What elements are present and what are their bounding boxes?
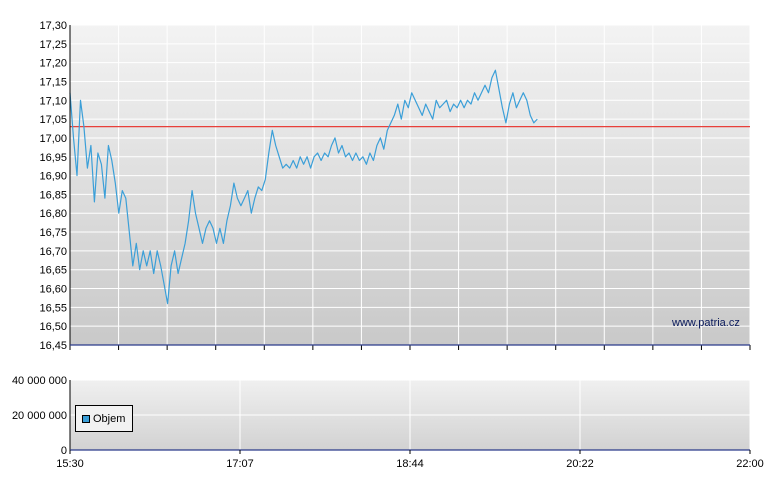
price-y-tick-label: 17,10 (39, 95, 67, 107)
price-y-tick-label: 17,30 (39, 20, 67, 32)
price-panel: 17,30 17,25 17,20 17,15 17,10 17,05 17,00 16,95… (39, 20, 751, 352)
price-y-tick-label: 16,45 (39, 340, 67, 352)
volume-legend: Objem (75, 405, 133, 432)
watermark: www.patria.cz (672, 317, 740, 329)
price-y-tick-label: 17,00 (39, 133, 67, 145)
x-tick-label: 15:30 (56, 458, 84, 470)
volume-y-tick-label: 40 000 000 (12, 375, 67, 387)
x-tick-label: 22:00 (736, 458, 764, 470)
price-series-line (69, 69, 538, 305)
price-y-tick-label: 16,70 (39, 246, 67, 258)
price-y-tick-label: 16,90 (39, 171, 67, 183)
price-y-tick-label: 17,15 (39, 76, 67, 88)
price-y-tick-label: 16,55 (39, 302, 67, 314)
price-y-tick-label: 16,80 (39, 208, 67, 220)
price-y-tick-label: 16,85 (39, 189, 67, 201)
price-y-tick-label: 16,50 (39, 321, 67, 333)
price-y-tick-label: 16,60 (39, 284, 67, 296)
volume-y-tick-label: 0 (61, 445, 67, 457)
price-y-tick-label: 16,65 (39, 265, 67, 277)
x-tick-label: 17:07 (226, 458, 254, 470)
x-tick-label: 18:44 (396, 458, 424, 470)
price-y-tick-label: 16,95 (39, 152, 67, 164)
price-y-tick-label: 17,25 (39, 39, 67, 51)
volume-panel: 40 000 000 20 000 000 015:30 17:07 18:44 20:2… (12, 375, 764, 470)
x-tick-label: 20:22 (566, 458, 594, 470)
price-y-tick-label: 17,05 (39, 114, 67, 126)
price-y-tick-label: 16,75 (39, 227, 67, 239)
legend-label-objem: Objem (93, 412, 126, 425)
volume-y-tick-label: 20 000 000 (12, 410, 67, 422)
legend-swatch (82, 414, 90, 423)
price-y-tick-label: 17,20 (39, 58, 67, 70)
